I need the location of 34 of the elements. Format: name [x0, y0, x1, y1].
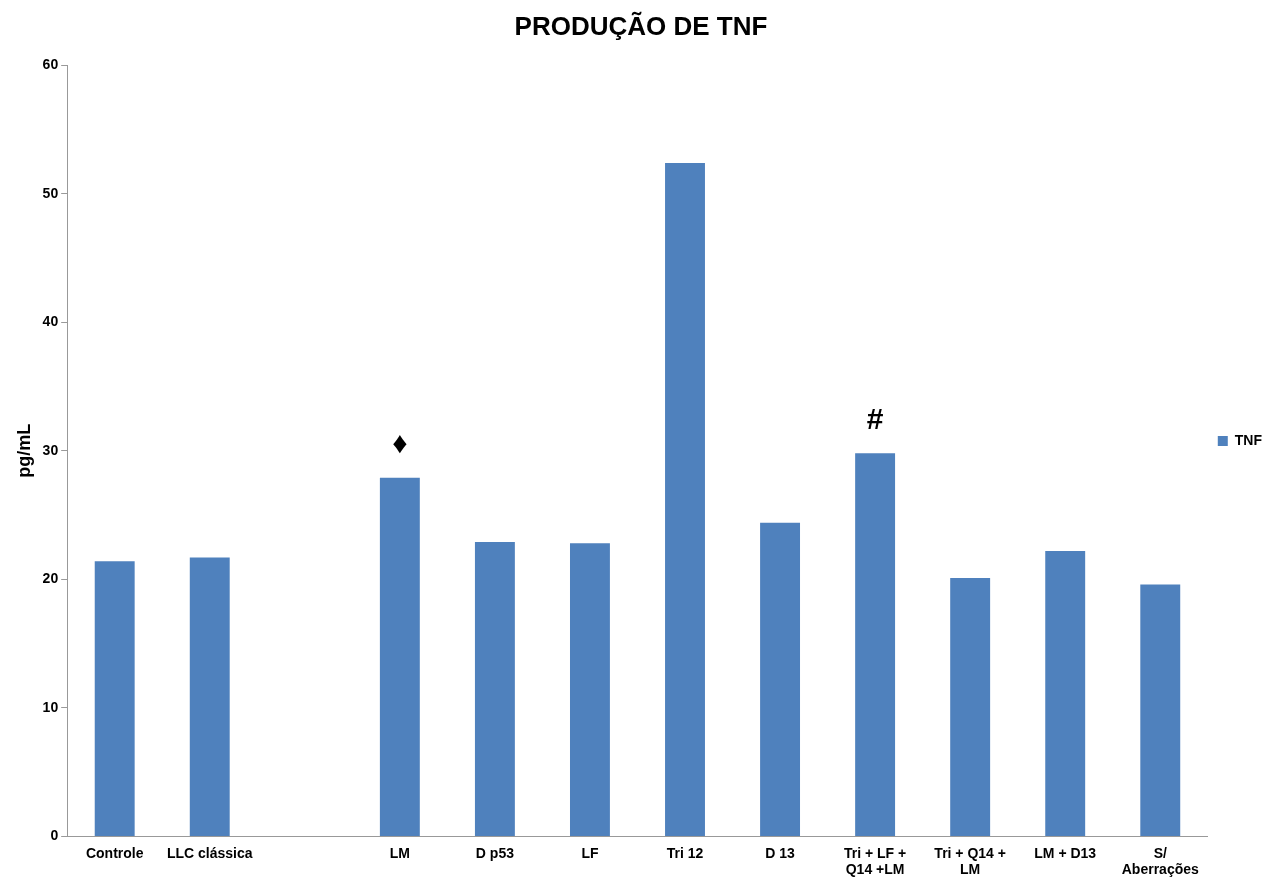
legend-label: TNF: [1234, 431, 1263, 448]
x-tick-label: LF: [581, 844, 599, 861]
bar: [379, 477, 420, 836]
bar: [189, 557, 230, 836]
x-tick-label: D 13: [765, 844, 796, 861]
annotation: ♦: [392, 426, 408, 460]
y-tick-label: 0: [50, 827, 59, 844]
bar: [474, 542, 515, 836]
bar: [760, 522, 801, 836]
bar: [569, 543, 610, 836]
x-tick-label: Tri 12: [666, 844, 704, 861]
y-tick-label: 40: [42, 313, 59, 330]
bar: [94, 561, 135, 836]
y-tick-label: 50: [42, 184, 59, 201]
x-tick-label: LM: [389, 844, 410, 861]
y-tick-label: 20: [42, 570, 59, 587]
y-axis-title: pg/mL: [13, 423, 34, 478]
bar: [665, 162, 705, 836]
x-tick-label: Tri + LF + Q14 +LM: [843, 844, 907, 878]
bar: [855, 453, 896, 836]
x-tick-label: LM + D13: [1034, 844, 1097, 861]
annotation: #: [866, 401, 884, 435]
y-tick-label: 10: [42, 698, 59, 715]
x-tick-label: LLC clássica: [166, 844, 253, 861]
chart-title: PRODUÇÃO DE TNF: [514, 10, 768, 41]
x-tick-label: Tri + Q14 + LM: [934, 844, 1006, 878]
x-tick-label: Controle: [85, 844, 144, 861]
y-tick-label: 30: [42, 441, 59, 458]
bar: [1140, 584, 1181, 836]
x-tick-label: S/ Aberrações: [1121, 844, 1199, 878]
x-tick-label: D p53: [475, 844, 515, 861]
y-tick-label: 60: [42, 56, 59, 73]
bar: [1045, 551, 1086, 836]
bar: [950, 578, 991, 836]
